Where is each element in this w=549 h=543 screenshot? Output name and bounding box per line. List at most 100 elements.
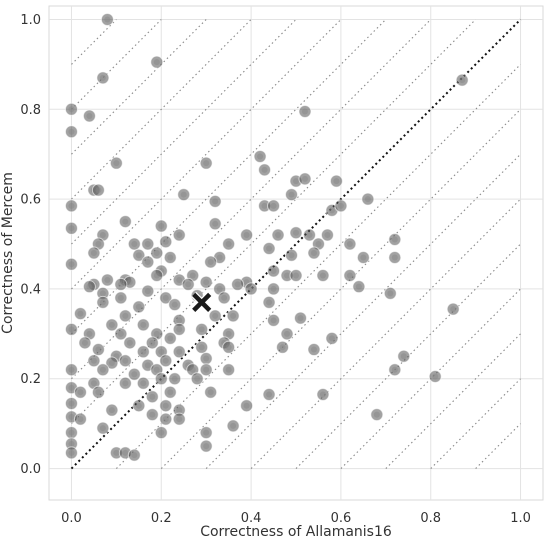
data-point	[446, 302, 460, 316]
data-point	[109, 446, 123, 460]
data-point	[163, 331, 177, 345]
data-point	[132, 248, 146, 262]
data-point	[145, 390, 159, 404]
data-point	[199, 275, 213, 289]
data-point	[267, 264, 281, 278]
offset-line-12	[71, 19, 342, 290]
data-point	[428, 370, 442, 383]
data-point	[258, 163, 272, 177]
data-point	[87, 246, 101, 260]
data-point	[154, 426, 168, 440]
data-point	[285, 188, 299, 202]
data-point	[78, 336, 92, 350]
data-point	[118, 376, 132, 390]
data-point	[343, 268, 357, 282]
data-point	[64, 426, 78, 440]
data-point	[118, 354, 132, 368]
data-point	[199, 426, 213, 440]
data-point	[141, 237, 155, 251]
x-tick-label: 0.0	[61, 511, 82, 526]
data-point	[114, 277, 128, 291]
diagonal-line	[70, 18, 522, 470]
data-point	[114, 291, 128, 305]
data-point	[127, 448, 141, 462]
x-tick-label: 0.8	[420, 511, 441, 526]
data-point	[159, 235, 173, 249]
data-point	[356, 250, 370, 264]
data-point	[226, 419, 240, 433]
data-point	[150, 268, 164, 282]
data-point	[293, 311, 307, 325]
data-point	[222, 237, 236, 251]
data-point	[240, 228, 254, 242]
data-point	[307, 343, 321, 357]
data-point	[172, 322, 186, 336]
data-point	[159, 412, 173, 426]
data-point	[150, 55, 164, 69]
data-point	[307, 246, 321, 260]
x-axis-ticks: 0.0 0.2 0.4 0.6 0.8 1.0	[61, 511, 531, 526]
offset-line-1	[430, 378, 521, 469]
data-point	[267, 282, 281, 296]
x-tick-label: 0.6	[331, 511, 352, 526]
data-point	[177, 188, 191, 202]
data-point	[262, 387, 276, 401]
data-point	[316, 268, 330, 282]
data-point	[64, 199, 78, 213]
data-point	[285, 248, 299, 262]
offset-line-0	[475, 423, 521, 469]
data-point	[258, 199, 272, 213]
data-point	[320, 228, 334, 242]
data-point	[118, 215, 132, 229]
data-point	[267, 313, 281, 327]
data-point	[132, 300, 146, 314]
data-point	[222, 363, 236, 377]
data-point	[204, 255, 218, 269]
data-point	[226, 309, 240, 323]
data-point	[280, 327, 294, 341]
data-point	[455, 73, 469, 87]
data-point	[172, 228, 186, 242]
data-points	[64, 12, 469, 462]
data-point	[217, 291, 231, 305]
data-point	[105, 403, 119, 417]
data-point	[109, 156, 123, 170]
data-point	[208, 217, 222, 231]
data-point	[64, 446, 78, 460]
data-point	[199, 439, 213, 453]
data-point	[172, 313, 186, 327]
x-tick-label: 1.0	[510, 511, 531, 526]
data-point	[114, 327, 128, 341]
data-point	[388, 363, 402, 377]
offset-line-8	[115, 63, 521, 469]
data-point	[141, 284, 155, 298]
data-point	[127, 237, 141, 251]
data-point	[302, 228, 316, 242]
mean-marker-stroke-b	[192, 292, 212, 312]
x-tick-label: 0.4	[241, 511, 262, 526]
data-point	[100, 12, 114, 26]
data-point	[316, 387, 330, 401]
data-point	[231, 277, 245, 291]
offset-line-10	[71, 19, 432, 380]
data-point	[64, 322, 78, 336]
y-tick-label: 0.2	[20, 372, 41, 387]
data-point	[222, 340, 236, 354]
data-point	[91, 385, 105, 399]
y-axis-label: Correctness of Mercem	[0, 172, 16, 334]
data-point	[168, 298, 182, 312]
data-point	[96, 71, 110, 85]
data-point	[123, 336, 137, 350]
data-point	[64, 257, 78, 271]
data-point	[334, 199, 348, 213]
data-point	[370, 408, 384, 422]
data-point	[136, 376, 150, 390]
data-point	[154, 372, 168, 386]
data-point	[204, 385, 218, 399]
data-point	[244, 282, 258, 296]
data-point	[64, 363, 78, 377]
data-point	[64, 125, 78, 139]
offset-line-13	[71, 19, 297, 245]
data-point	[145, 408, 159, 422]
data-point	[136, 318, 150, 332]
